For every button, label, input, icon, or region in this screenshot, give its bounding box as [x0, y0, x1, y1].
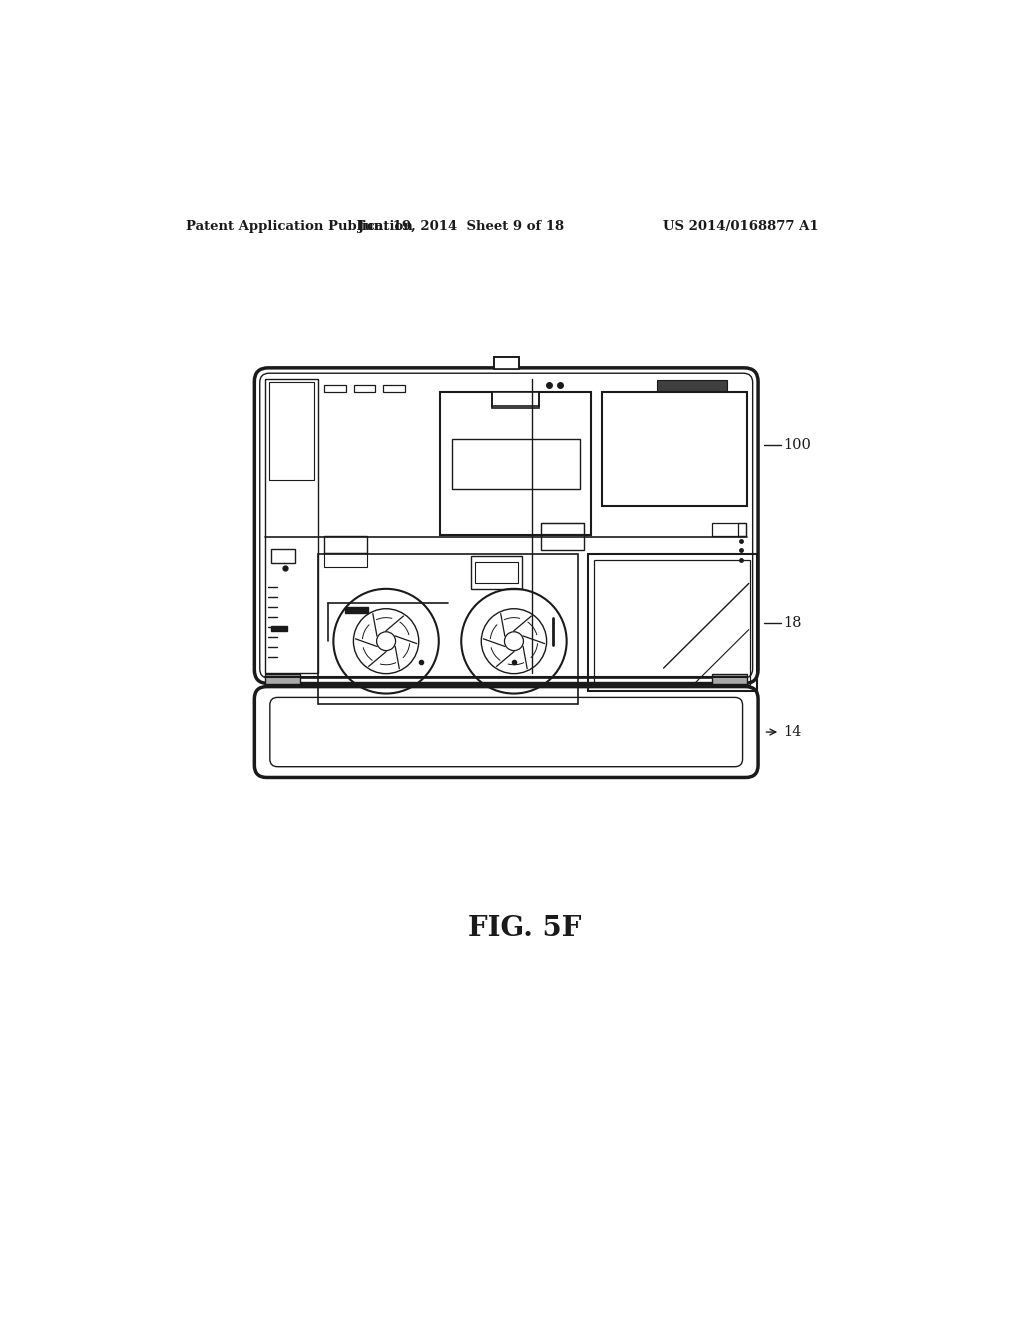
Bar: [657, 380, 727, 391]
Bar: [345, 607, 369, 612]
Bar: [324, 536, 367, 553]
Bar: [588, 554, 757, 692]
Bar: [265, 379, 317, 673]
Text: Jun. 19, 2014  Sheet 9 of 18: Jun. 19, 2014 Sheet 9 of 18: [358, 219, 564, 232]
Bar: [271, 626, 287, 631]
Bar: [738, 524, 745, 536]
Bar: [353, 385, 375, 392]
Bar: [324, 385, 346, 392]
Bar: [383, 385, 404, 392]
Bar: [471, 557, 521, 589]
Bar: [713, 675, 748, 684]
Text: Patent Application Publication: Patent Application Publication: [186, 219, 413, 232]
Text: 100: 100: [783, 438, 811, 451]
Bar: [475, 562, 518, 583]
Bar: [271, 549, 295, 562]
Bar: [541, 524, 584, 535]
Bar: [440, 392, 592, 535]
Bar: [541, 524, 584, 550]
Bar: [269, 383, 314, 480]
Bar: [601, 392, 748, 507]
Bar: [317, 554, 578, 705]
Bar: [494, 358, 518, 370]
Bar: [712, 524, 746, 536]
Bar: [324, 553, 367, 566]
Bar: [594, 560, 751, 685]
Text: 18: 18: [783, 615, 802, 630]
Bar: [452, 438, 580, 488]
Bar: [265, 675, 300, 684]
Bar: [493, 392, 539, 408]
Text: US 2014/0168877 A1: US 2014/0168877 A1: [663, 219, 818, 232]
Text: 14: 14: [766, 725, 801, 739]
Text: FIG. 5F: FIG. 5F: [468, 915, 582, 942]
